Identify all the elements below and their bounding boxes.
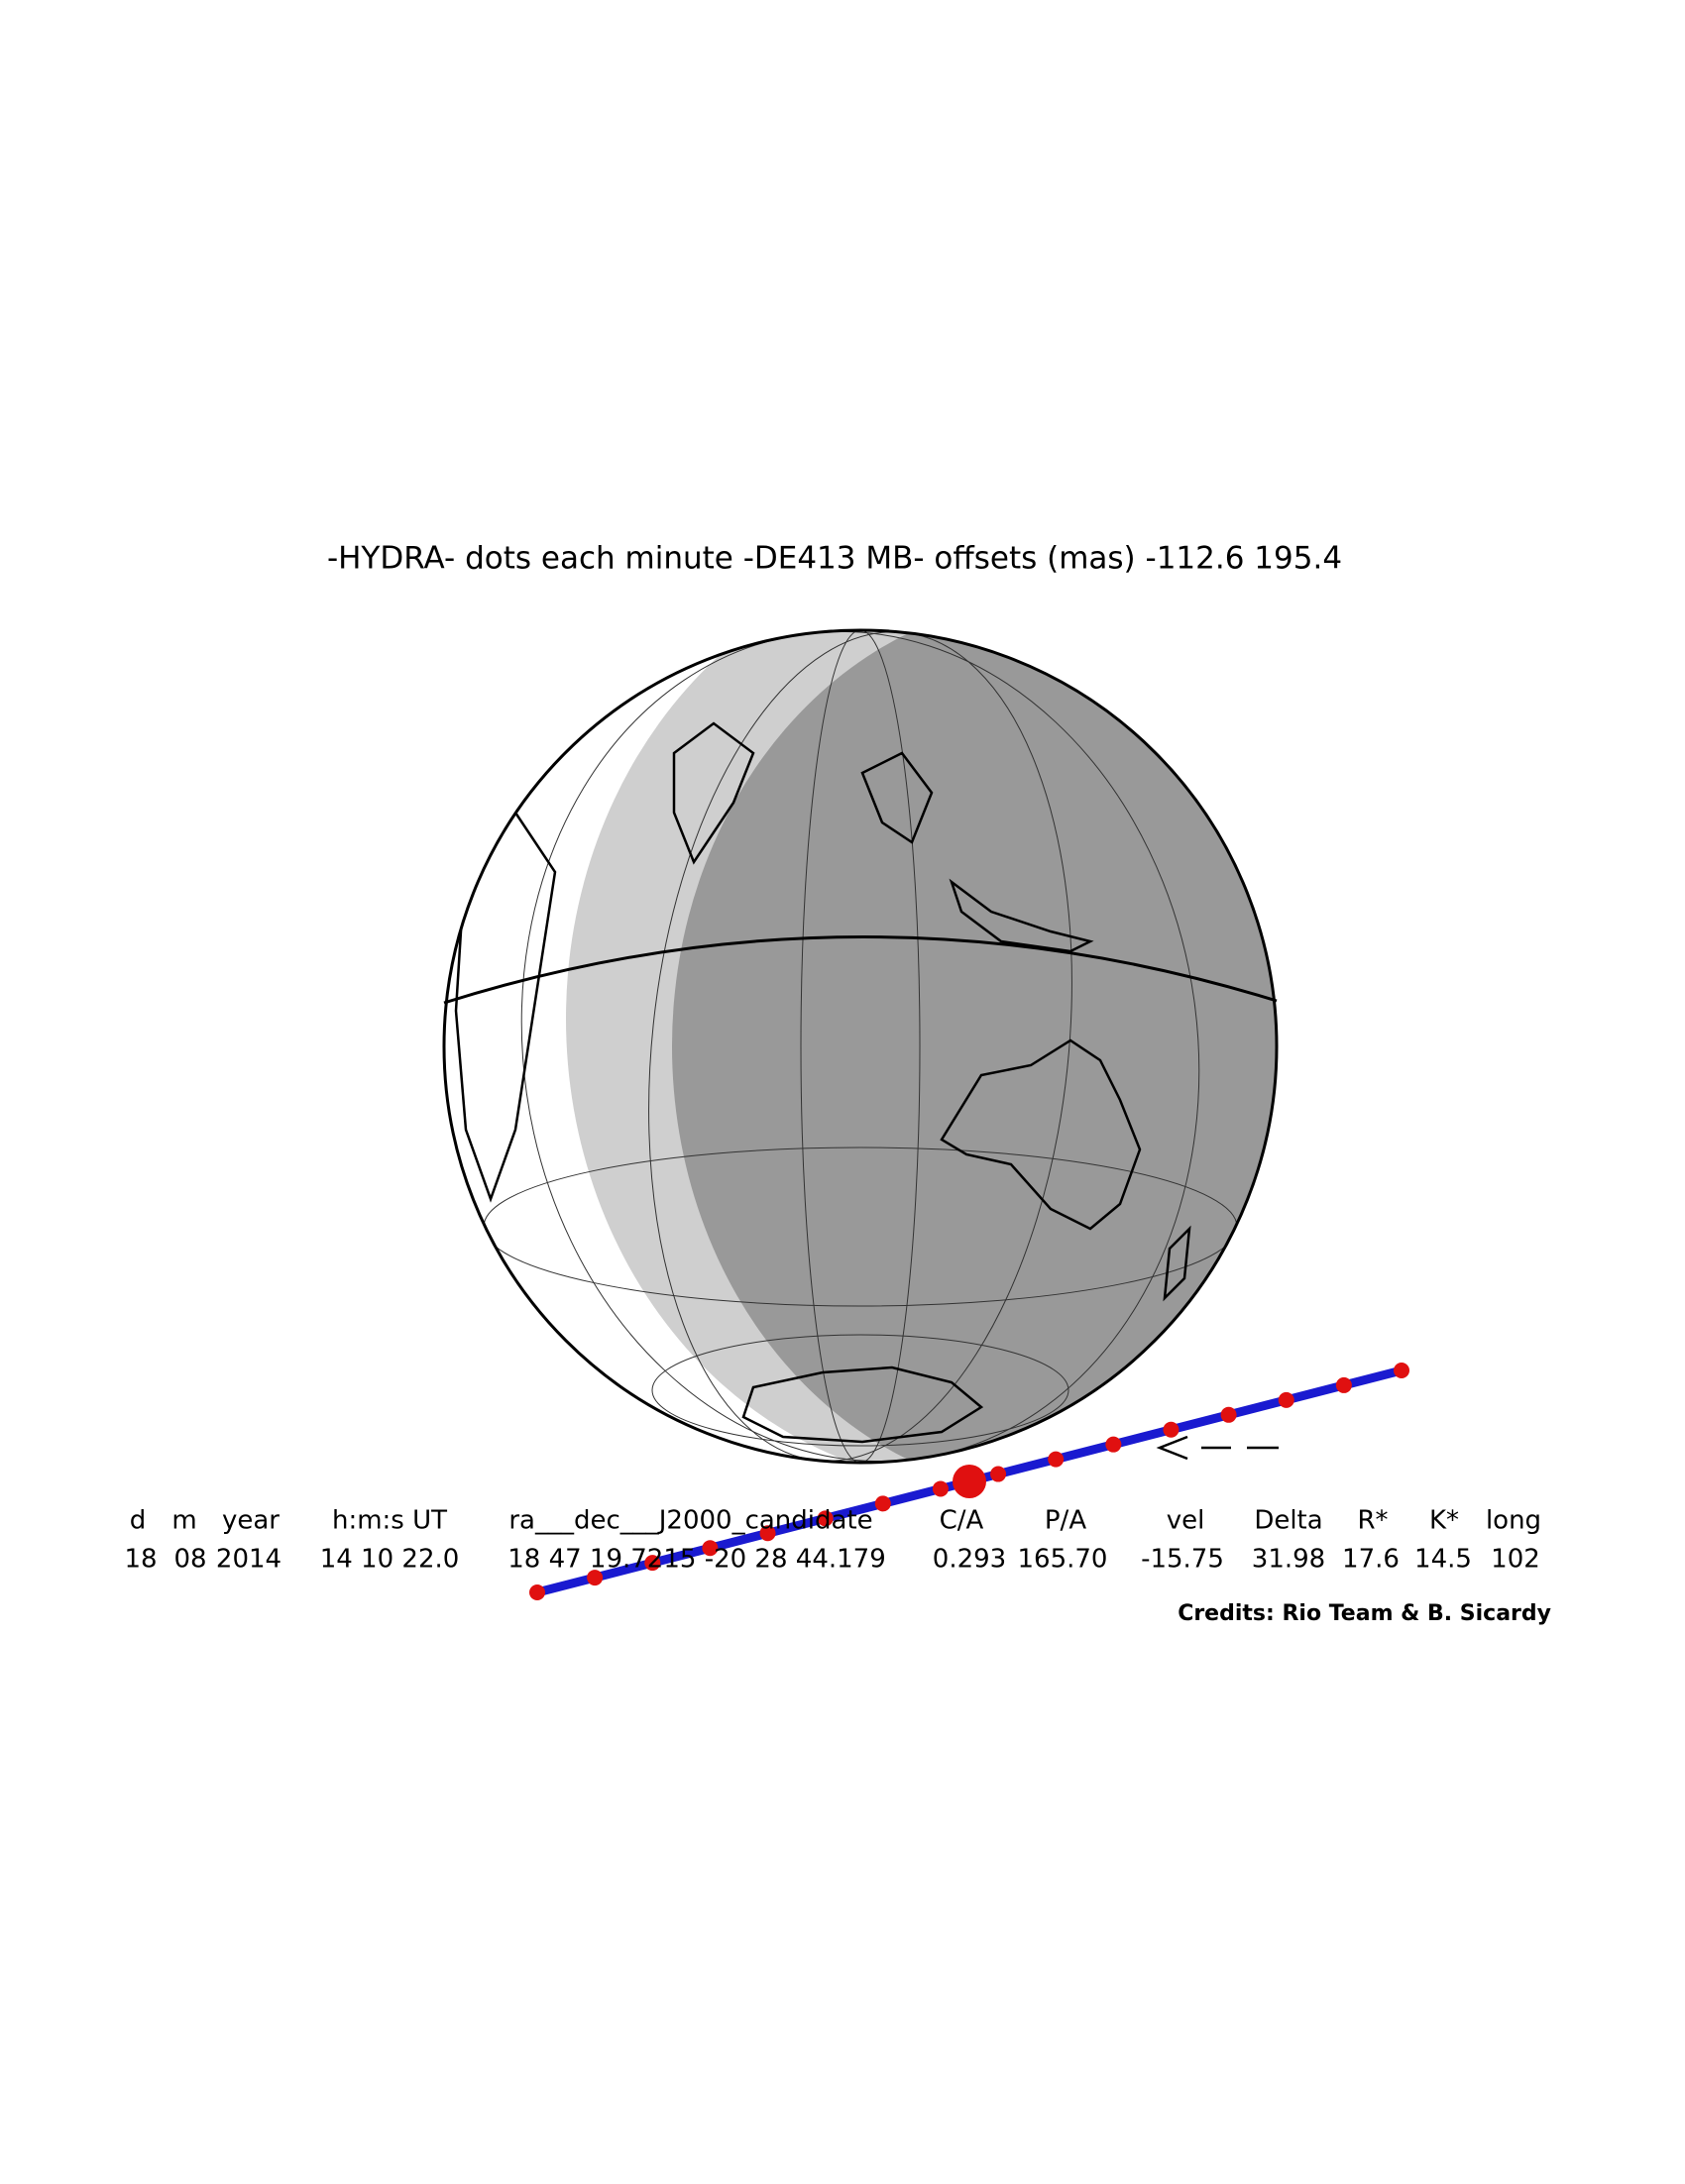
minute-dot (1278, 1391, 1294, 1408)
minute-dot (759, 1525, 776, 1542)
column-header: ra___dec___J2000_candidate (508, 1506, 872, 1536)
table-cell: 102 (1491, 1545, 1540, 1575)
globe (442, 628, 1279, 1465)
coastlines (454, 721, 1191, 1444)
table-cell: 0.293 (933, 1545, 1006, 1575)
closest-approach-dot (953, 1465, 986, 1498)
data-table: d m year h:m:s UT ra___dec___J2000_candidate… (124, 1506, 1541, 1575)
minute-dot (1335, 1376, 1352, 1393)
map-title: -HYDRA- dots each minute -DE413 MB- offs… (327, 541, 1342, 577)
minute-dot (702, 1540, 719, 1557)
minute-dot (1220, 1406, 1237, 1423)
column-header: h:m:s UT (332, 1506, 447, 1536)
shadow-track (529, 1363, 1409, 1600)
column-header: P/A (1045, 1506, 1086, 1536)
direction-arrow (1156, 1435, 1279, 1461)
column-header: C/A (940, 1506, 984, 1536)
minute-dot (1048, 1451, 1065, 1468)
minute-dot (932, 1480, 949, 1497)
table-cell: 18 47 19.7215 -20 28 44.179 (507, 1545, 886, 1575)
column-header: K* (1429, 1506, 1459, 1536)
column-header: Delta (1254, 1506, 1322, 1536)
minute-dot (817, 1510, 834, 1527)
table-cell: 17.6 (1342, 1545, 1400, 1575)
table-cell: 31.98 (1252, 1545, 1325, 1575)
table-cell: 14 10 22.0 (320, 1545, 460, 1575)
column-header: year (222, 1506, 280, 1536)
table-cell: 2014 (216, 1545, 281, 1575)
minute-dot (874, 1495, 891, 1512)
table-cell: -15.75 (1141, 1545, 1224, 1575)
globe-outline (442, 628, 1279, 1465)
minute-dot (1105, 1436, 1122, 1453)
minute-dot (587, 1570, 604, 1586)
column-header: long (1486, 1506, 1541, 1536)
night-region (672, 630, 1277, 1463)
column-header: vel (1167, 1506, 1205, 1536)
minute-dot (1163, 1421, 1180, 1438)
table-cell: 18 (124, 1545, 157, 1575)
minute-dot (529, 1584, 545, 1600)
table-cell: 08 (173, 1545, 206, 1575)
table-cell: 14.5 (1414, 1545, 1472, 1575)
credits: Credits: Rio Team & B. Sicardy (1178, 1601, 1551, 1626)
table-cell: 165.70 (1018, 1545, 1108, 1575)
column-header: R* (1357, 1506, 1388, 1536)
minute-dot (1394, 1363, 1409, 1378)
column-header: d (130, 1506, 147, 1536)
minute-dot (644, 1555, 661, 1572)
column-header: m (171, 1506, 196, 1536)
minute-dot (990, 1466, 1007, 1482)
equator (443, 935, 1278, 1005)
